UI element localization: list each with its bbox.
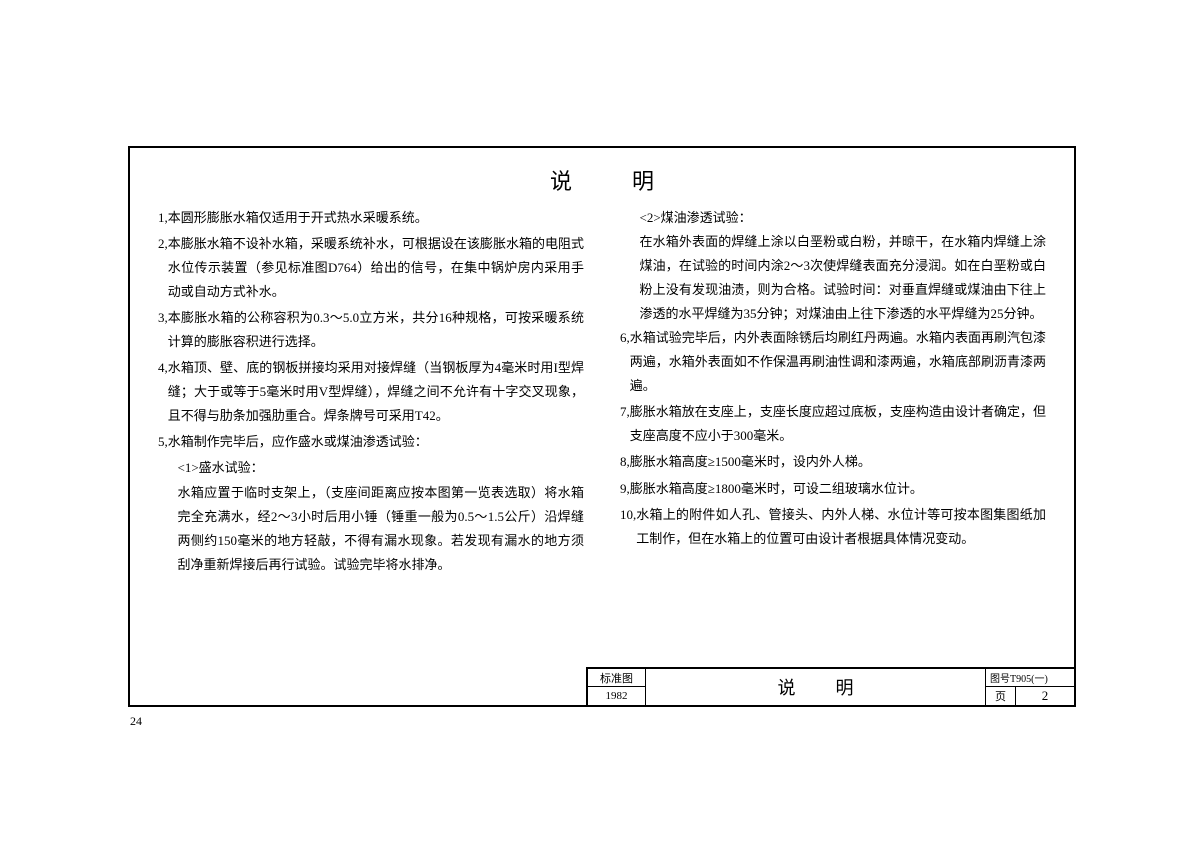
footer-col-std: 标准图 1982	[588, 669, 646, 705]
item-text: 膨胀水箱高度≥1800毫米时，可设二组玻璃水位计。	[630, 477, 1046, 501]
title-block: 标准图 1982 说明 图号T905(一) 页 2	[586, 667, 1074, 705]
item-text: 水箱试验完毕后，内外表面除锈后均刷红丹两遍。水箱内表面再刷汽包漆两遍，水箱外表面…	[630, 326, 1046, 398]
document-frame: 说明 1,本圆形膨胀水箱仅适用于开式热水采暖系统。 2,本膨胀水箱不设补水箱，采…	[128, 146, 1076, 707]
right-column: <2>煤油渗透试验： 在水箱外表面的焊缝上涂以白垩粉或白粉，并晾干，在水箱内焊缝…	[602, 206, 1046, 577]
item-num: 3,	[158, 306, 168, 354]
std-year: 1982	[588, 687, 645, 705]
sub-heading: <1>盛水试验：	[158, 456, 584, 480]
std-label: 标准图	[588, 669, 645, 687]
body-columns: 1,本圆形膨胀水箱仅适用于开式热水采暖系统。 2,本膨胀水箱不设补水箱，采暖系统…	[130, 196, 1074, 577]
item-text: 水箱上的附件如人孔、管接头、内外人梯、水位计等可按本图集图纸加工制作，但在水箱上…	[636, 503, 1046, 551]
sub-heading: <2>煤油渗透试验：	[620, 206, 1046, 230]
item-num: 2,	[158, 232, 168, 304]
footer-col-pg: 图号T905(一) 页 2	[986, 669, 1074, 705]
drawing-number: 图号T905(一)	[986, 669, 1074, 687]
item-text: 膨胀水箱放在支座上，支座长度应超过底板，支座构造由设计者确定，但支座高度不应小于…	[630, 400, 1046, 448]
scan-page-number: 24	[130, 714, 142, 729]
item-num: 5,	[158, 430, 168, 454]
item-text: 水箱制作完毕后，应作盛水或煤油渗透试验：	[168, 430, 584, 454]
item-num: 1,	[158, 206, 168, 230]
item-text: 本膨胀水箱的公称容积为0.3～5.0立方米，共分16种规格，可按采暖系统计算的膨…	[168, 306, 584, 354]
left-column: 1,本圆形膨胀水箱仅适用于开式热水采暖系统。 2,本膨胀水箱不设补水箱，采暖系统…	[158, 206, 602, 577]
item-num: 6,	[620, 326, 630, 398]
item-num: 9,	[620, 477, 630, 501]
item-num: 7,	[620, 400, 630, 448]
item-num: 4,	[158, 356, 168, 428]
sub-text: 在水箱外表面的焊缝上涂以白垩粉或白粉，并晾干，在水箱内焊缝上涂煤油，在试验的时间…	[620, 230, 1046, 326]
item-text: 水箱顶、壁、底的钢板拼接均采用对接焊缝（当钢板厚为4毫米时用I型焊缝；大于或等于…	[168, 356, 584, 428]
page-value: 2	[1016, 687, 1074, 705]
item-text: 本膨胀水箱不设补水箱，采暖系统补水，可根据设在该膨胀水箱的电阻式水位传示装置（参…	[168, 232, 584, 304]
item-num: 10,	[620, 503, 636, 551]
page-title: 说明	[130, 148, 1074, 196]
item-text: 膨胀水箱高度≥1500毫米时，设内外人梯。	[630, 450, 1046, 474]
sub-text: 水箱应置于临时支架上，（支座间距离应按本图第一览表选取）将水箱完全充满水，经2～…	[158, 481, 584, 577]
footer-title: 说明	[646, 669, 986, 705]
item-num: 8,	[620, 450, 630, 474]
item-text: 本圆形膨胀水箱仅适用于开式热水采暖系统。	[168, 206, 584, 230]
page-label: 页	[986, 687, 1016, 705]
